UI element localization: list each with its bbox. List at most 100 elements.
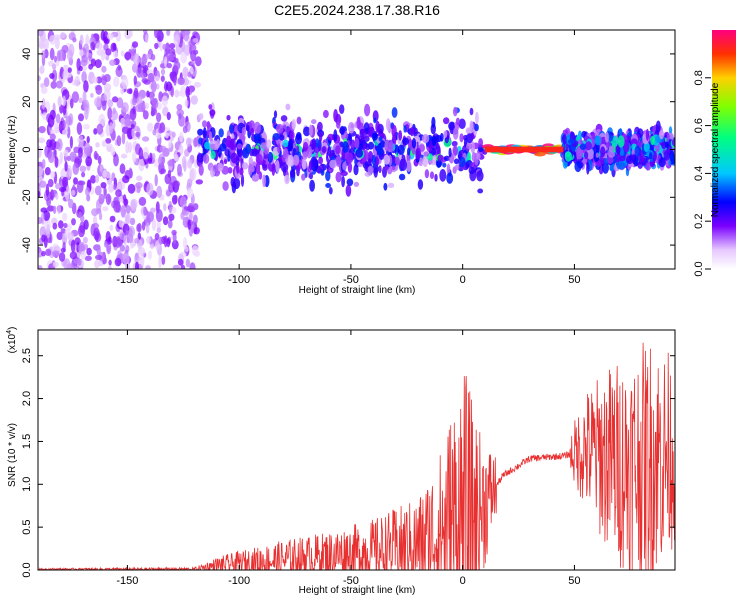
- spectrogram-blob: [335, 145, 341, 155]
- spectrogram-blob: [562, 134, 567, 145]
- spectrogram-blob: [424, 169, 430, 179]
- spectrogram-blob: [138, 196, 147, 206]
- spectrogram-blob: [118, 219, 124, 228]
- spectrogram-blob: [49, 109, 56, 120]
- spectrogram-blob: [173, 76, 177, 86]
- spectrogram-blob: [135, 131, 141, 138]
- spectrogram-blob: [251, 148, 259, 157]
- spectrogram-blob: [108, 122, 114, 134]
- spectrogram-blob: [576, 146, 583, 160]
- spectrogram-blob: [187, 158, 193, 169]
- spectrogram-blob: [125, 230, 130, 236]
- spectrogram-blob: [101, 65, 107, 73]
- spectrogram-blob: [132, 151, 137, 163]
- spectrogram-blob: [189, 262, 196, 269]
- spectrogram-marks: [38, 30, 675, 269]
- spectrogram-blob: [90, 41, 95, 51]
- spectrogram-blob: [41, 250, 46, 257]
- spectrogram-blob: [160, 168, 167, 174]
- spectrogram-blob: [84, 107, 89, 120]
- spectrogram-blob: [160, 75, 165, 82]
- spectrogram-blob: [114, 236, 122, 248]
- spectrogram-blob: [67, 231, 74, 241]
- spectrogram-blob: [476, 170, 484, 182]
- y-tick-label: 0.0: [21, 562, 33, 577]
- spectrogram-blob: [94, 259, 100, 269]
- spectrogram-blob: [308, 124, 313, 137]
- spectrogram-blob: [421, 134, 430, 144]
- spectrogram-blob: [83, 80, 89, 93]
- spectrogram-blob: [94, 97, 101, 107]
- spectrogram-blob: [335, 171, 342, 183]
- spectrogram-blob: [40, 207, 48, 213]
- spectrogram-blob: [452, 106, 458, 117]
- spectrogram-blob: [275, 160, 280, 173]
- spectrogram-blob: [162, 216, 169, 226]
- spectrogram-blob: [128, 142, 132, 153]
- spectrogram-blob: [100, 30, 106, 41]
- spectrogram-blob: [443, 130, 448, 138]
- spectrogram-blob: [185, 86, 190, 98]
- spectrogram-blob: [385, 118, 391, 131]
- spectrogram-blob: [38, 75, 41, 82]
- spectrogram-blob: [90, 175, 97, 184]
- spectrogram-blob: [161, 95, 168, 107]
- spectrogram-blob: [60, 247, 66, 253]
- spectrogram-blob: [180, 52, 188, 64]
- spectrogram-blob: [62, 103, 67, 116]
- spectrogram-blob: [73, 258, 80, 265]
- spectrogram-blob: [121, 126, 130, 134]
- spectrogram-blob: [188, 212, 193, 221]
- spectrogram-blob: [72, 37, 77, 43]
- spectrogram-blob: [129, 108, 137, 121]
- spectrogram-blob: [183, 44, 191, 56]
- spectrogram-blob: [109, 215, 116, 223]
- spectrogram-blob: [64, 161, 68, 172]
- spectrogram-blob: [193, 227, 200, 235]
- spectrogram-blob: [626, 155, 634, 165]
- spectrogram-blob: [63, 258, 71, 269]
- spectrogram-blob: [179, 131, 184, 143]
- y-tick-label: 2.5: [21, 348, 33, 363]
- spectrogram-blob: [59, 32, 66, 39]
- spectrogram-blob: [81, 171, 86, 178]
- spectrogram-blob: [119, 163, 126, 174]
- spectrogram-blob: [123, 118, 132, 128]
- spectrogram-blob: [98, 193, 105, 205]
- spectrogram-blob: [82, 90, 87, 104]
- spectrogram-blob: [62, 119, 66, 130]
- spectrogram-blob: [145, 222, 150, 234]
- spectrogram-blob: [383, 154, 391, 165]
- spectrogram-blob: [145, 264, 151, 269]
- spectrogram-blob: [286, 159, 295, 167]
- spectrogram-blob: [69, 136, 73, 149]
- spectrogram-blob: [586, 162, 590, 175]
- spectrogram-blob: [91, 76, 98, 84]
- spectrogram-blob: [188, 206, 196, 213]
- spectrogram-blob: [154, 233, 160, 240]
- spectrogram-blob: [100, 182, 107, 189]
- spectrogram-blob: [58, 49, 65, 62]
- spectrogram-blob: [166, 237, 171, 248]
- spectrogram-blob: [73, 177, 78, 185]
- spectrogram-blob: [173, 153, 179, 162]
- spectrogram-blob: [79, 165, 87, 172]
- spectrogram-blob: [432, 135, 437, 147]
- spectrogram-blob: [125, 212, 131, 225]
- spectrogram-blob: [80, 251, 87, 260]
- spectrogram-blob: [277, 143, 281, 154]
- spectrogram-blob: [46, 197, 51, 207]
- spectrogram-blob: [618, 162, 626, 170]
- spectrogram-blob: [140, 254, 145, 267]
- spectrogram-blob: [195, 179, 203, 185]
- spectrogram-blob: [376, 144, 383, 156]
- spectrogram-blob: [83, 219, 89, 230]
- spectrogram-blob: [562, 129, 569, 135]
- spectrogram-blob: [301, 158, 307, 170]
- spectrogram-blob: [320, 169, 325, 176]
- spectrogram-blob: [115, 189, 122, 197]
- spectrogram-axes: -150 -100 -50 0 50 -40 -20 0 20 40: [21, 30, 675, 286]
- spectrogram-blob: [262, 174, 266, 188]
- spectrogram-blob: [240, 174, 245, 187]
- spectrogram-blob: [84, 255, 92, 261]
